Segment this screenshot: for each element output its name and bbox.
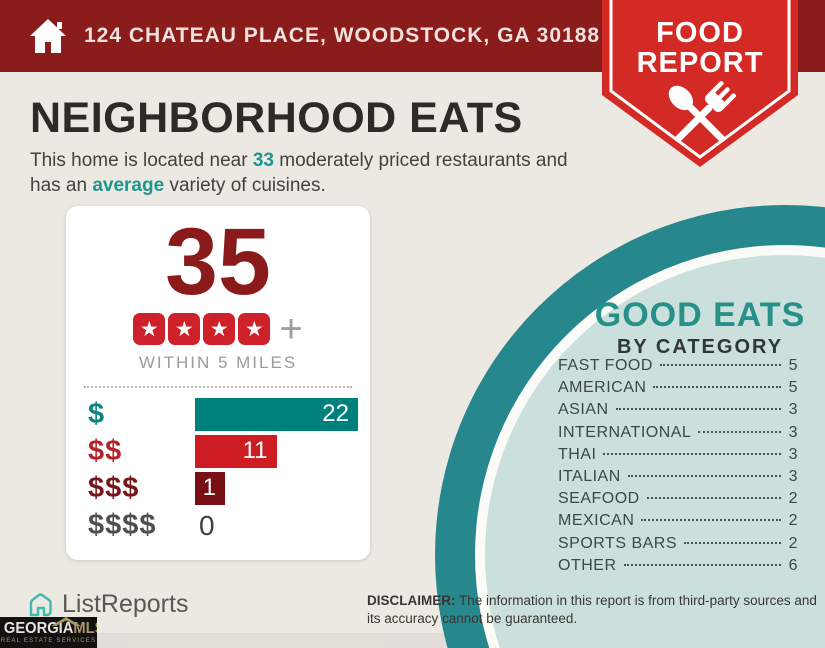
dotted-leader	[646, 497, 781, 500]
category-name: ASIAN	[558, 401, 609, 419]
category-count: 3	[788, 401, 798, 419]
bar: 11	[195, 434, 277, 468]
star-icon: ★	[133, 312, 166, 345]
star-icon: ★	[168, 312, 201, 345]
star-icon: ★	[238, 312, 271, 345]
mls-tagline: REAL ESTATE SERVICES	[0, 638, 97, 644]
price-tier-row: $$ 11	[88, 434, 358, 468]
bar-track: 22	[195, 397, 358, 431]
category-count: 2	[788, 512, 798, 530]
bar: 1	[195, 471, 225, 505]
radius-caption: WITHIN 5 MILES	[138, 352, 298, 372]
category-name: SEAFOOD	[558, 490, 640, 508]
category-name: SPORTS BARS	[558, 534, 678, 552]
disclaimer-label: DISCLAIMER:	[367, 593, 456, 608]
category-name: AMERICAN	[558, 379, 647, 397]
category-count: 5	[788, 379, 798, 397]
star-rating: ★ ★ ★ ★ +	[66, 306, 370, 351]
dotted-leader	[623, 563, 781, 566]
restaurant-count-highlight: 33	[252, 150, 274, 171]
variety-highlight: average	[92, 175, 165, 197]
bar-track: 1	[195, 471, 358, 505]
category-count: 6	[788, 556, 798, 574]
category-row: MEXICAN 2	[558, 512, 798, 534]
price-tier-row: $22	[88, 397, 358, 431]
plus-sign: +	[279, 306, 303, 351]
page-subtitle: This home is located near 33 moderately …	[30, 148, 610, 198]
category-row: INTERNATIONAL 3	[558, 424, 798, 446]
category-name: THAI	[558, 445, 597, 463]
listreports-wordmark: ListReports	[62, 590, 189, 618]
dotted-divider	[84, 385, 352, 388]
dotted-leader	[684, 541, 781, 544]
category-row: AMERICAN 5	[558, 379, 798, 401]
category-row: ASIAN 3	[558, 401, 798, 423]
category-row: ITALIAN 3	[558, 468, 798, 490]
category-name: FAST FOOD	[558, 357, 653, 374]
category-row: OTHER 6	[558, 557, 798, 579]
category-name: OTHER	[558, 556, 617, 574]
price-tier-row: $$$$ 0	[88, 509, 358, 542]
category-count: 3	[788, 445, 798, 463]
listreports-house-icon	[29, 593, 52, 617]
disclaimer: DISCLAIMER: The information in this repo…	[367, 592, 825, 628]
category-count: 5	[788, 357, 798, 374]
price-tier-label: $$$$	[88, 508, 157, 541]
category-count: 2	[788, 534, 798, 552]
category-row: SEAFOOD 2	[558, 490, 798, 512]
category-count: 3	[788, 467, 798, 485]
category-row: THAI 3	[558, 446, 798, 468]
crossed-utensils-icon	[668, 81, 736, 143]
category-count: 3	[788, 423, 798, 441]
mls-roof-icon	[51, 617, 81, 626]
food-report-badge: FOOD REPORT	[602, 0, 798, 172]
page-title: NEIGHBORHOOD EATS	[30, 94, 523, 142]
star-tiles: ★ ★ ★ ★	[133, 312, 271, 345]
bar-value: 11	[242, 437, 268, 464]
price-tier-row: $$$ 1	[88, 471, 358, 505]
dotted-leader	[659, 364, 781, 366]
good-eats-heading: GOOD EATS BY CATEGORY	[555, 296, 825, 359]
category-name: INTERNATIONAL	[558, 423, 692, 441]
subtitle-line2: has an average variety of cuisines.	[30, 175, 326, 197]
listreports-logo: ListReports	[27, 590, 188, 619]
category-name: MEXICAN	[558, 512, 635, 530]
category-count-list: FAST FOOD 5 AMERICAN 5 ASIAN 3 INTERNATIONAL 3 T…	[558, 357, 798, 579]
total-restaurant-count: 35	[165, 209, 271, 315]
dotted-leader	[641, 519, 781, 522]
dotted-leader	[615, 408, 781, 411]
bar-value: 1	[202, 474, 216, 501]
category-row: FAST FOOD 5	[558, 357, 798, 379]
bar: 22	[195, 397, 358, 431]
category-row: SPORTS BARS 2	[558, 535, 798, 557]
bar-track: 11	[195, 434, 358, 468]
ribbon-shape	[602, 0, 798, 167]
dotted-leader	[698, 430, 781, 433]
price-tier-label: $$	[88, 434, 123, 467]
bar-track: 0	[195, 509, 358, 542]
price-tier-label: $	[88, 397, 106, 430]
category-count: 2	[788, 490, 798, 508]
dotted-leader	[603, 452, 781, 455]
good-eats-title: GOOD EATS	[594, 296, 806, 334]
badge-line1: FOOD	[656, 17, 744, 49]
good-eats-subtitle: BY CATEGORY	[616, 336, 784, 358]
bar-value: 22	[322, 400, 349, 427]
georgia-mls-logo: GEORGIAMLS REAL ESTATE SERVICES	[0, 617, 97, 648]
bar-value: 0	[199, 509, 215, 541]
disclaimer-text: The information in this report is from t…	[367, 593, 817, 627]
badge-line2: REPORT	[636, 47, 764, 79]
home-icon	[30, 19, 66, 53]
star-icon: ★	[203, 312, 236, 345]
dotted-leader	[653, 386, 781, 389]
subtitle-line1: This home is located near 33 moderately …	[30, 150, 568, 171]
price-tier-label: $$$	[88, 471, 140, 504]
price-tier-bar-chart: $22 $$ 11 $$$ 1 $$$$ 0	[66, 397, 370, 542]
property-address: 124 CHATEAU PLACE, WOODSTOCK, GA 30188	[84, 24, 601, 47]
restaurant-stats-card: 35 ★ ★ ★ ★ + WITHIN 5 MILES $22 $$ 11 $$$ 1 $$$$…	[66, 206, 370, 560]
dotted-leader	[627, 474, 781, 477]
category-name: ITALIAN	[558, 467, 621, 485]
